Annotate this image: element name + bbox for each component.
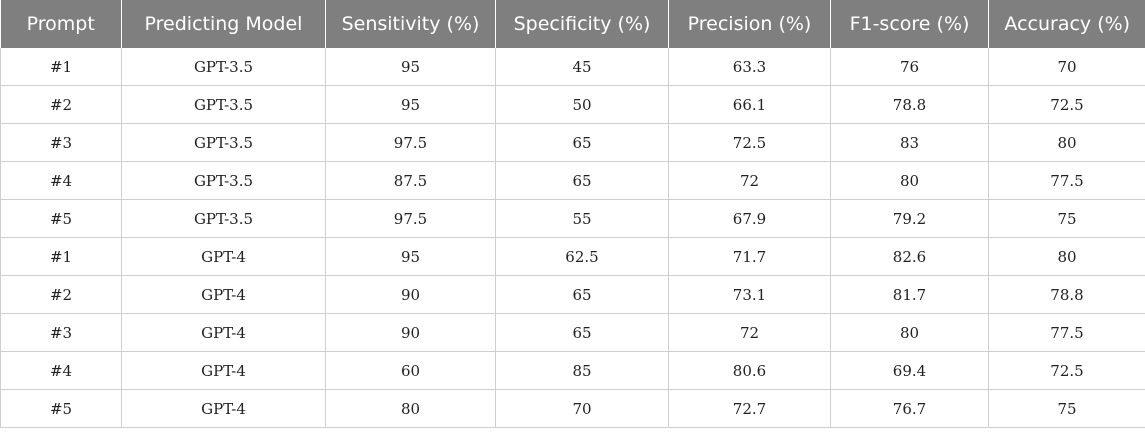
cell-f1-score: 81.7 <box>830 275 989 314</box>
cell-accuracy: 77.5 <box>988 313 1145 352</box>
table-row: #4 GPT-4 60 85 80.6 69.4 72.5 <box>0 351 1145 390</box>
cell-accuracy: 78.8 <box>988 275 1145 314</box>
cell-model: GPT-3.5 <box>121 199 326 238</box>
cell-sensitivity: 87.5 <box>325 161 496 200</box>
cell-f1-score: 80 <box>830 161 989 200</box>
cell-prompt: #1 <box>0 237 122 276</box>
header-row: Prompt Predicting Model Sensitivity (%) … <box>0 0 1145 48</box>
cell-model: GPT-3.5 <box>121 85 326 124</box>
cell-model: GPT-4 <box>121 389 326 428</box>
table-row: #3 GPT-4 90 65 72 80 77.5 <box>0 313 1145 352</box>
cell-sensitivity: 97.5 <box>325 123 496 162</box>
cell-accuracy: 70 <box>988 48 1145 86</box>
cell-specificity: 50 <box>495 85 669 124</box>
cell-precision: 72.5 <box>668 123 831 162</box>
cell-model: GPT-3.5 <box>121 161 326 200</box>
cell-specificity: 85 <box>495 351 669 390</box>
cell-f1-score: 80 <box>830 313 989 352</box>
cell-precision: 72 <box>668 161 831 200</box>
cell-f1-score: 69.4 <box>830 351 989 390</box>
cell-prompt: #4 <box>0 351 122 390</box>
header-sensitivity: Sensitivity (%) <box>325 0 496 48</box>
cell-precision: 67.9 <box>668 199 831 238</box>
header-prompt: Prompt <box>0 0 122 48</box>
table-body: #1 GPT-3.5 95 45 63.3 76 70 #2 GPT-3.5 9… <box>0 48 1145 428</box>
cell-prompt: #3 <box>0 123 122 162</box>
cell-accuracy: 80 <box>988 237 1145 276</box>
cell-model: GPT-4 <box>121 237 326 276</box>
cell-sensitivity: 60 <box>325 351 496 390</box>
cell-precision: 66.1 <box>668 85 831 124</box>
cell-precision: 73.1 <box>668 275 831 314</box>
cell-prompt: #1 <box>0 48 122 86</box>
cell-model: GPT-4 <box>121 275 326 314</box>
cell-specificity: 65 <box>495 123 669 162</box>
cell-specificity: 45 <box>495 48 669 86</box>
cell-sensitivity: 95 <box>325 85 496 124</box>
cell-specificity: 65 <box>495 313 669 352</box>
cell-prompt: #5 <box>0 199 122 238</box>
table-row: #2 GPT-3.5 95 50 66.1 78.8 72.5 <box>0 85 1145 124</box>
header-specificity: Specificity (%) <box>495 0 669 48</box>
cell-sensitivity: 90 <box>325 313 496 352</box>
cell-f1-score: 82.6 <box>830 237 989 276</box>
cell-precision: 72 <box>668 313 831 352</box>
cell-accuracy: 75 <box>988 389 1145 428</box>
cell-precision: 63.3 <box>668 48 831 86</box>
cell-prompt: #2 <box>0 275 122 314</box>
cell-precision: 71.7 <box>668 237 831 276</box>
table-header: Prompt Predicting Model Sensitivity (%) … <box>0 0 1145 48</box>
cell-model: GPT-4 <box>121 313 326 352</box>
table-row: #1 GPT-4 95 62.5 71.7 82.6 80 <box>0 237 1145 276</box>
cell-f1-score: 78.8 <box>830 85 989 124</box>
cell-specificity: 55 <box>495 199 669 238</box>
cell-f1-score: 76 <box>830 48 989 86</box>
cell-f1-score: 76.7 <box>830 389 989 428</box>
table-row: #5 GPT-3.5 97.5 55 67.9 79.2 75 <box>0 199 1145 238</box>
table-row: #1 GPT-3.5 95 45 63.3 76 70 <box>0 48 1145 86</box>
cell-model: GPT-4 <box>121 351 326 390</box>
cell-specificity: 65 <box>495 161 669 200</box>
cell-precision: 72.7 <box>668 389 831 428</box>
cell-accuracy: 75 <box>988 199 1145 238</box>
cell-prompt: #4 <box>0 161 122 200</box>
table-row: #5 GPT-4 80 70 72.7 76.7 75 <box>0 389 1145 428</box>
cell-accuracy: 72.5 <box>988 85 1145 124</box>
header-predicting-model: Predicting Model <box>121 0 326 48</box>
cell-sensitivity: 90 <box>325 275 496 314</box>
cell-sensitivity: 95 <box>325 48 496 86</box>
cell-specificity: 62.5 <box>495 237 669 276</box>
cell-prompt: #5 <box>0 389 122 428</box>
cell-f1-score: 83 <box>830 123 989 162</box>
cell-prompt: #3 <box>0 313 122 352</box>
header-accuracy: Accuracy (%) <box>988 0 1145 48</box>
cell-accuracy: 72.5 <box>988 351 1145 390</box>
header-precision: Precision (%) <box>668 0 831 48</box>
cell-sensitivity: 95 <box>325 237 496 276</box>
cell-sensitivity: 97.5 <box>325 199 496 238</box>
cell-sensitivity: 80 <box>325 389 496 428</box>
cell-accuracy: 80 <box>988 123 1145 162</box>
cell-specificity: 65 <box>495 275 669 314</box>
table-row: #3 GPT-3.5 97.5 65 72.5 83 80 <box>0 123 1145 162</box>
cell-specificity: 70 <box>495 389 669 428</box>
cell-model: GPT-3.5 <box>121 48 326 86</box>
cell-f1-score: 79.2 <box>830 199 989 238</box>
cell-model: GPT-3.5 <box>121 123 326 162</box>
cell-precision: 80.6 <box>668 351 831 390</box>
cell-accuracy: 77.5 <box>988 161 1145 200</box>
table-row: #2 GPT-4 90 65 73.1 81.7 78.8 <box>0 275 1145 314</box>
cell-prompt: #2 <box>0 85 122 124</box>
table-row: #4 GPT-3.5 87.5 65 72 80 77.5 <box>0 161 1145 200</box>
header-f1-score: F1-score (%) <box>830 0 989 48</box>
